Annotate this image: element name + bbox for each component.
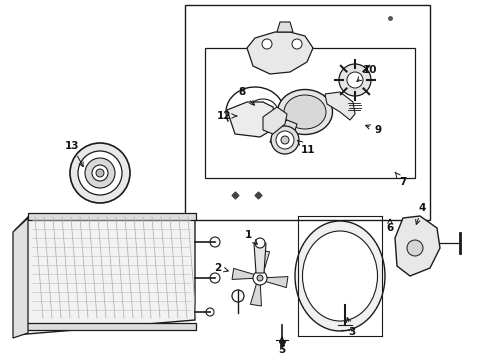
Polygon shape <box>270 120 297 147</box>
Circle shape <box>206 308 214 316</box>
Circle shape <box>255 238 265 248</box>
Ellipse shape <box>302 231 377 321</box>
Polygon shape <box>28 213 196 220</box>
Circle shape <box>262 39 272 49</box>
Circle shape <box>271 126 299 154</box>
Circle shape <box>70 143 130 203</box>
Polygon shape <box>227 102 277 137</box>
Circle shape <box>92 165 108 181</box>
Polygon shape <box>254 243 266 273</box>
Circle shape <box>339 64 371 96</box>
Polygon shape <box>263 107 287 134</box>
Text: 1: 1 <box>245 230 257 244</box>
Polygon shape <box>15 215 195 335</box>
Polygon shape <box>263 276 288 288</box>
Text: 7: 7 <box>395 172 407 187</box>
Text: 3: 3 <box>346 318 356 337</box>
Bar <box>185 5 430 220</box>
Text: 13: 13 <box>65 141 83 167</box>
Circle shape <box>292 39 302 49</box>
Circle shape <box>210 273 220 283</box>
Circle shape <box>257 275 263 281</box>
Circle shape <box>78 151 122 195</box>
Polygon shape <box>325 92 355 120</box>
Polygon shape <box>232 269 257 279</box>
Polygon shape <box>247 32 313 74</box>
Text: 6: 6 <box>387 219 393 233</box>
Circle shape <box>210 237 220 247</box>
Text: 5: 5 <box>278 337 286 355</box>
Circle shape <box>96 169 104 177</box>
Text: 4: 4 <box>416 203 426 224</box>
Ellipse shape <box>277 90 333 135</box>
Polygon shape <box>20 323 196 330</box>
Text: 8: 8 <box>238 87 254 105</box>
Circle shape <box>281 136 289 144</box>
Text: 9: 9 <box>366 125 382 135</box>
Circle shape <box>253 271 267 285</box>
Polygon shape <box>250 281 262 306</box>
Text: 11: 11 <box>297 140 315 155</box>
Polygon shape <box>13 218 28 338</box>
Circle shape <box>407 240 423 256</box>
Polygon shape <box>395 216 440 276</box>
Polygon shape <box>277 22 293 32</box>
Text: 2: 2 <box>215 263 228 273</box>
Circle shape <box>276 131 294 149</box>
Circle shape <box>347 72 363 88</box>
Ellipse shape <box>284 95 326 129</box>
Ellipse shape <box>295 221 385 331</box>
Text: 10: 10 <box>357 65 377 81</box>
Bar <box>205 48 415 178</box>
Circle shape <box>232 290 244 302</box>
Circle shape <box>85 158 115 188</box>
Polygon shape <box>259 250 270 275</box>
Text: 12: 12 <box>217 111 237 121</box>
